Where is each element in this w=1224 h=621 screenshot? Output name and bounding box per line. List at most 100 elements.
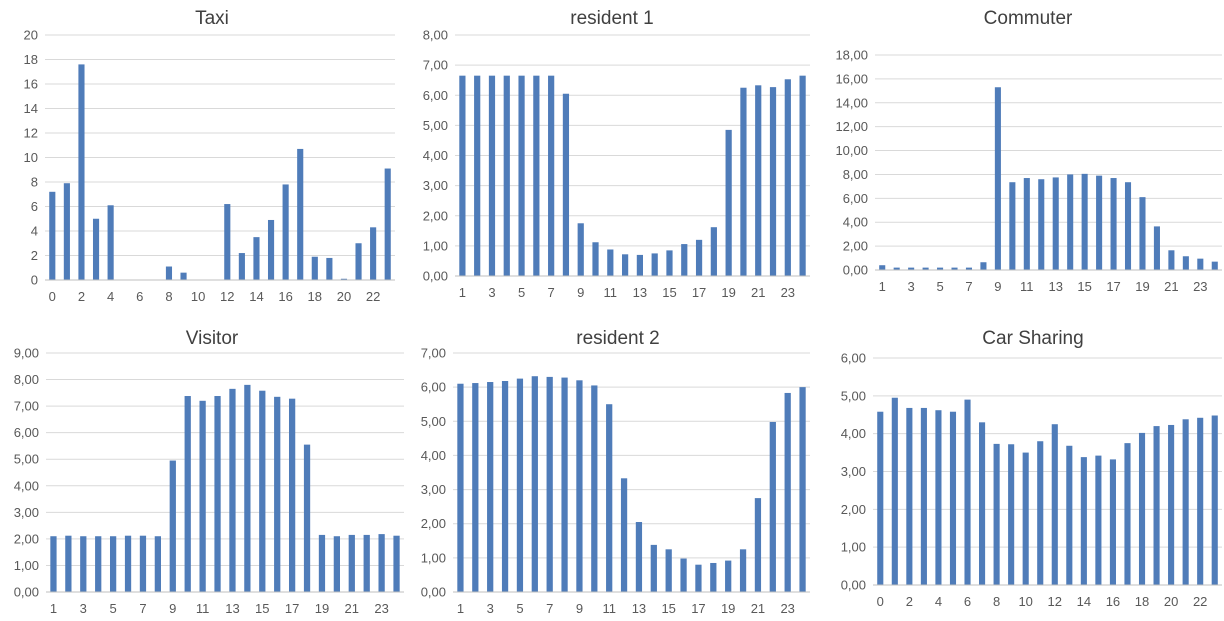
y-tick-label: 18 bbox=[24, 52, 38, 67]
x-tick-label: 22 bbox=[1193, 594, 1207, 609]
bar bbox=[238, 253, 245, 280]
y-tick-label: 6,00 bbox=[841, 351, 866, 366]
bar bbox=[139, 535, 147, 592]
x-tick-label: 7 bbox=[548, 285, 555, 300]
bar bbox=[333, 536, 340, 592]
bar bbox=[516, 378, 524, 592]
chart-6: Car Sharing 0,00 1,00 2,00 3,00 4,00 5,00 6,00 0… bbox=[841, 328, 1222, 609]
bar bbox=[107, 205, 114, 280]
x-tick-label: 18 bbox=[1135, 594, 1149, 609]
x-tick-label: 23 bbox=[1193, 279, 1207, 294]
bar bbox=[370, 227, 377, 280]
chart-title: Commuter bbox=[984, 8, 1073, 29]
x-tick-label: 11 bbox=[1020, 279, 1034, 294]
bar bbox=[607, 249, 614, 276]
bar bbox=[224, 204, 231, 280]
bar bbox=[784, 392, 791, 592]
bar bbox=[1153, 426, 1160, 585]
bar bbox=[65, 535, 72, 592]
bar bbox=[1067, 174, 1074, 270]
y-tick-label: 4,00 bbox=[14, 478, 39, 493]
bar bbox=[799, 387, 806, 592]
bar bbox=[754, 498, 762, 592]
x-tick-label: 8 bbox=[165, 289, 172, 304]
x-tick-label: 14 bbox=[1077, 594, 1091, 609]
bar bbox=[739, 549, 747, 592]
bar bbox=[501, 381, 509, 592]
x-tick-label: 1 bbox=[879, 279, 886, 294]
bar bbox=[877, 411, 884, 585]
bar bbox=[591, 385, 598, 592]
x-tick-label: 11 bbox=[604, 285, 618, 300]
y-tick-label: 10 bbox=[24, 150, 38, 165]
bar bbox=[893, 267, 900, 270]
y-tick-label: 0,00 bbox=[843, 263, 868, 278]
x-tick-label: 12 bbox=[220, 289, 234, 304]
x-tick-label: 23 bbox=[374, 601, 388, 616]
y-tick-label: 5,00 bbox=[421, 414, 446, 429]
bar bbox=[577, 223, 584, 276]
x-tick-label: 12 bbox=[1048, 594, 1062, 609]
bar bbox=[922, 267, 929, 270]
x-tick-label: 9 bbox=[994, 279, 1001, 294]
bar bbox=[297, 148, 304, 280]
bar bbox=[340, 278, 348, 280]
bar bbox=[1023, 178, 1030, 270]
x-tick-label: 16 bbox=[1106, 594, 1120, 609]
x-tick-label: 9 bbox=[576, 601, 583, 616]
x-tick-label: 2 bbox=[78, 289, 85, 304]
y-tick-label: 5,00 bbox=[14, 452, 39, 467]
x-tick-label: 9 bbox=[577, 285, 584, 300]
y-tick-label: 10,00 bbox=[835, 143, 868, 158]
x-tick-label: 11 bbox=[196, 601, 210, 616]
bar bbox=[165, 266, 173, 280]
bar bbox=[1095, 455, 1102, 585]
bar bbox=[937, 267, 944, 270]
bar bbox=[1038, 179, 1045, 270]
bar bbox=[63, 183, 70, 280]
bar bbox=[725, 560, 732, 592]
bar bbox=[348, 534, 355, 592]
bar bbox=[1080, 457, 1087, 585]
x-tick-label: 19 bbox=[315, 601, 329, 616]
bar bbox=[229, 388, 236, 592]
bar bbox=[548, 75, 555, 276]
y-tick-label: 8 bbox=[31, 175, 38, 190]
chart-title: resident 1 bbox=[570, 8, 653, 29]
x-tick-label: 19 bbox=[721, 601, 735, 616]
bar bbox=[561, 377, 568, 592]
x-tick-label: 7 bbox=[139, 601, 146, 616]
y-tick-label: 7,00 bbox=[421, 346, 446, 361]
y-tick-label: 2,00 bbox=[421, 516, 446, 531]
bar bbox=[1066, 445, 1073, 585]
chart-title: Taxi bbox=[195, 8, 229, 29]
bar bbox=[949, 411, 957, 585]
y-tick-label: 8,00 bbox=[843, 167, 868, 182]
x-tick-label: 16 bbox=[278, 289, 292, 304]
bar bbox=[951, 267, 958, 270]
x-tick-label: 21 bbox=[345, 601, 359, 616]
bar bbox=[1009, 182, 1016, 270]
bar bbox=[533, 75, 540, 276]
bar bbox=[1211, 261, 1218, 270]
bar bbox=[459, 75, 466, 276]
x-tick-label: 2 bbox=[906, 594, 913, 609]
y-tick-label: 14 bbox=[24, 101, 38, 116]
x-tick-label: 17 bbox=[691, 601, 705, 616]
y-tick-label: 1,00 bbox=[841, 540, 866, 555]
bar bbox=[680, 558, 687, 592]
x-tick-label: 15 bbox=[661, 601, 675, 616]
bar bbox=[1168, 424, 1175, 585]
y-tick-label: 4 bbox=[31, 224, 38, 239]
x-tick-label: 4 bbox=[935, 594, 942, 609]
bar bbox=[154, 536, 161, 592]
bar bbox=[906, 407, 913, 585]
x-tick-label: 3 bbox=[80, 601, 87, 616]
bar bbox=[562, 93, 570, 277]
y-tick-label: 14,00 bbox=[835, 95, 868, 110]
x-tick-label: 10 bbox=[191, 289, 205, 304]
bar bbox=[355, 243, 362, 280]
x-tick-label: 21 bbox=[1164, 279, 1178, 294]
bar bbox=[740, 87, 747, 276]
y-tick-label: 2 bbox=[31, 248, 38, 263]
